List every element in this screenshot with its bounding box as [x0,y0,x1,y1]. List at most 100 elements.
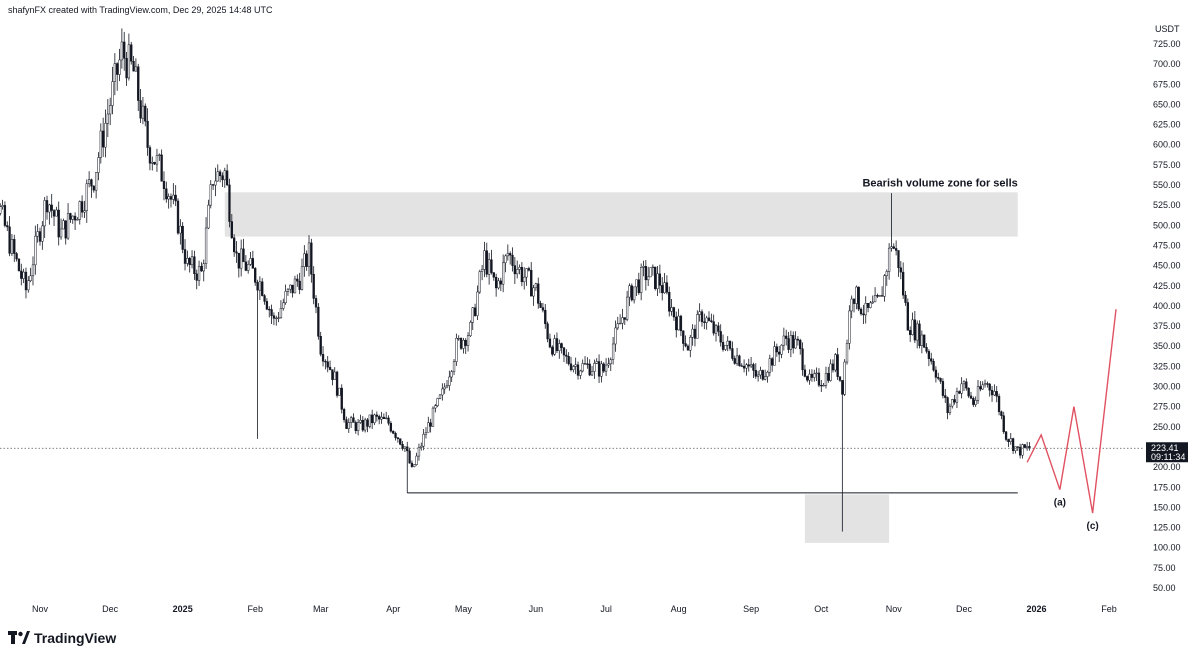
candle [525,268,528,286]
candle [733,355,736,365]
candle [967,387,970,398]
candle [429,418,432,433]
candle [52,208,56,226]
candle [396,437,400,443]
candle [148,145,152,171]
candle [375,411,378,422]
candle [83,200,86,219]
candle [686,344,690,351]
candle [675,311,678,338]
bullish-zone[interactable] [804,494,890,543]
candle [268,306,271,318]
wave-label: (a) [1054,498,1066,509]
candle [745,363,748,376]
candle [403,446,407,453]
candle [897,250,900,277]
tradingview-logo-icon [8,631,30,644]
candle [558,339,561,359]
candle [616,316,619,331]
candle [342,407,346,423]
candle [778,346,781,363]
bearish-zone[interactable] [224,192,1018,237]
candle [696,310,699,339]
candle [829,359,832,382]
candle [347,418,350,433]
candle [883,274,886,302]
candle [120,28,124,69]
candle [97,152,100,181]
candle [502,254,505,293]
candle [408,447,411,464]
candle [483,241,486,278]
candle [735,347,739,366]
candle [338,387,341,396]
x-tick-label: 2025 [173,604,193,614]
candle [237,252,240,278]
candle [387,415,390,426]
y-axis-unit: USDT [1155,24,1180,34]
candle [537,277,540,309]
candle [275,315,278,326]
y-axis[interactable]: USDT 725.00 700.00 675.00 650.00 625.00 600.00… [1146,24,1188,593]
candle [422,429,425,451]
y-tick-label: 450.00 [1153,261,1181,271]
candle [866,303,870,313]
candle [663,272,666,294]
x-tick-label: Jul [600,604,612,614]
candle [36,224,39,243]
candle [399,438,402,446]
candle [642,260,645,277]
candle [892,243,895,250]
candle [69,212,72,223]
candle [1007,438,1010,447]
candle [506,244,509,261]
candle [567,352,570,366]
candle [782,327,786,351]
x-tick-label: May [455,604,473,614]
candle [204,217,208,270]
candle [462,337,465,354]
candle [796,336,800,346]
candle [202,259,205,282]
projection-path[interactable] [1026,309,1117,514]
candle [448,370,451,391]
x-tick-label: Apr [386,604,400,614]
candles-layer [0,28,1031,532]
candle [1025,441,1029,451]
candle [658,264,662,294]
candle [602,362,605,373]
candle [852,298,856,313]
candle [335,370,339,398]
candle [520,262,524,287]
candle [548,333,552,349]
x-tick-label: Mar [313,604,329,614]
candle [539,300,542,308]
candle [282,298,285,311]
candle [216,164,219,182]
candle [569,356,573,372]
candle [827,366,830,383]
candle [314,295,318,314]
candle [771,357,774,372]
candle [747,358,750,372]
candle [319,331,322,357]
candle [104,109,107,158]
candle [272,312,276,326]
candle [654,266,657,291]
candle [944,388,947,404]
candle [195,269,198,290]
y-tick-label: 675.00 [1153,79,1181,89]
bearish-zone-label: Bearish volume zone for sells [862,177,1017,189]
candle [371,409,374,429]
candle [932,358,935,372]
candle [303,245,306,277]
candle [632,286,636,304]
candle [640,263,643,301]
candle [417,443,421,461]
candle [768,354,771,377]
x-axis[interactable]: Nov Dec 2025 Feb Mar Apr May Jun Jul Aug Sep Oct Nov… [32,604,1117,614]
tradingview-logo[interactable]: TradingView [8,630,116,646]
candle [934,366,938,383]
candle [509,251,512,265]
